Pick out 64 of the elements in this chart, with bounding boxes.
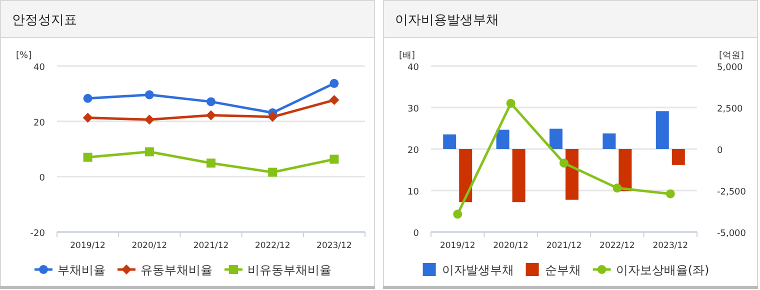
x-tick-label: 2020/12 [493, 241, 528, 251]
point [330, 154, 339, 164]
x-tick-label: 2020/12 [132, 241, 168, 251]
x-tick-label: 2022/12 [600, 241, 635, 251]
bar [496, 130, 510, 149]
point [506, 98, 516, 108]
x-tick-label: 2022/12 [254, 241, 290, 251]
point [268, 112, 278, 122]
point [206, 110, 216, 120]
x-tick-label: 2019/12 [440, 241, 476, 251]
y-tick-label: 20 [34, 118, 46, 128]
x-tick-label: 2023/12 [316, 241, 352, 251]
legend-label: 부채비율 [58, 263, 106, 277]
x-tick-label: 2021/12 [193, 241, 229, 251]
x-tick-label: 2023/12 [652, 241, 688, 251]
x-tick-label: 2019/12 [70, 241, 106, 251]
point [83, 94, 92, 103]
bar [550, 128, 562, 149]
legend-label: 비유동부채비율 [248, 263, 332, 277]
y2-axis-title: [억원] [719, 51, 744, 61]
point [329, 95, 340, 106]
chart-title: 이자비용발생부채 [395, 13, 499, 28]
bar [618, 149, 632, 192]
point [144, 114, 154, 125]
y2-tick-label: 2,500 [717, 104, 744, 114]
y-tick-label: -20 [30, 229, 46, 239]
legend-label: 이자발생부채 [442, 263, 514, 277]
point [330, 78, 339, 88]
y-axis-title: [%] [16, 51, 32, 61]
bar [512, 149, 526, 202]
legend-label: 이자보상배율(좌) [616, 263, 710, 277]
y-axis-title: [배] [399, 51, 416, 61]
bar [672, 149, 685, 165]
y2-tick-label: 5,000 [717, 63, 744, 73]
bar [566, 149, 578, 200]
bar [459, 149, 472, 202]
point [268, 168, 278, 177]
point [666, 189, 675, 198]
bar [656, 111, 669, 149]
legend-label: 유동부채비율 [140, 263, 212, 277]
point [206, 97, 216, 106]
y2-tick-label: 0 [717, 146, 723, 156]
y2-tick-label: -2,500 [717, 188, 746, 198]
point [612, 184, 622, 193]
point [206, 158, 216, 168]
y-tick-label: 0 [413, 229, 420, 239]
y-tick-label: 20 [408, 146, 420, 156]
x-tick-label: 2021/12 [546, 241, 582, 251]
legend-label: 순부채 [544, 263, 581, 277]
point [82, 112, 93, 123]
point [144, 147, 154, 156]
bar [443, 134, 456, 149]
y-tick-label: 40 [408, 63, 420, 73]
point [453, 210, 462, 219]
y-tick-label: 30 [408, 104, 420, 114]
point [83, 152, 92, 162]
y-tick-label: 40 [34, 63, 46, 73]
chart-title: 안정성지표 [12, 13, 77, 28]
point [560, 158, 568, 168]
y2-tick-label: -5,000 [717, 229, 746, 239]
y-tick-label: 0 [39, 174, 46, 184]
point [144, 90, 154, 100]
y-tick-label: 10 [408, 188, 420, 198]
bar [602, 133, 616, 149]
